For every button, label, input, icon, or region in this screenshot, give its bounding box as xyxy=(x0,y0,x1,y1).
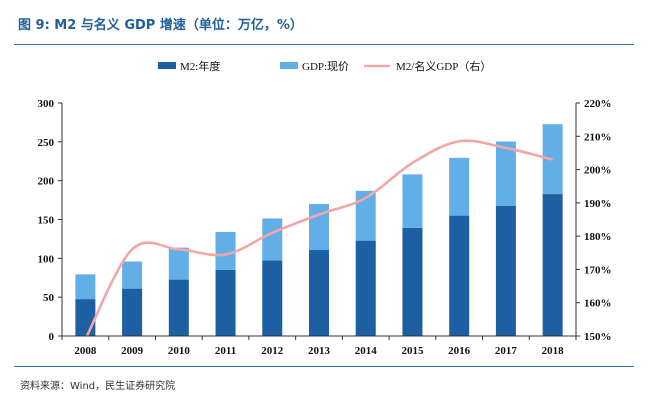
x-tick-label: 2014 xyxy=(355,345,378,357)
bar-gdp-2008 xyxy=(75,274,96,300)
footer-divider xyxy=(14,366,634,367)
legend-label-gdp: GDP:现价 xyxy=(302,60,349,73)
x-tick-label: 2018 xyxy=(542,345,565,357)
bar-m2-2015 xyxy=(402,227,423,336)
bar-m2-2013 xyxy=(309,250,329,336)
x-tick-label: 2008 xyxy=(74,345,97,357)
bar-m2-2018 xyxy=(542,194,563,336)
x-tick-label: 2017 xyxy=(495,345,518,357)
x-tick-label: 2012 xyxy=(261,345,284,357)
bar-m2-2010 xyxy=(168,279,189,336)
y-tick-label: 150 xyxy=(38,215,55,227)
x-tick-label: 2016 xyxy=(448,345,471,357)
series-line-m2-gdp-ratio xyxy=(85,139,553,336)
legend-swatch-gdp xyxy=(280,62,298,69)
y2-tick-label: 180% xyxy=(584,231,612,243)
y-tick-label: 50 xyxy=(43,292,55,304)
bar-m2-2016 xyxy=(449,215,470,336)
y2-tick-label: 160% xyxy=(584,298,612,310)
bar-gdp-2012 xyxy=(262,218,283,261)
y-tick-label: 200 xyxy=(38,176,55,188)
bar-m2-2014 xyxy=(355,240,376,336)
bar-gdp-2010 xyxy=(168,247,189,280)
x-tick-label: 2013 xyxy=(308,345,331,357)
bar-m2-2008 xyxy=(75,299,96,336)
y2-tick-label: 190% xyxy=(584,198,612,210)
bar-gdp-2009 xyxy=(122,261,143,289)
x-tick-label: 2010 xyxy=(168,345,191,357)
bar-gdp-2011 xyxy=(215,231,236,270)
bar-m2-2009 xyxy=(122,288,143,336)
y2-tick-label: 200% xyxy=(584,165,612,177)
y-tick-label: 100 xyxy=(38,253,55,265)
bar-gdp-2015 xyxy=(402,174,423,228)
y-tick-label: 250 xyxy=(38,137,55,149)
y-tick-label: 0 xyxy=(49,331,55,343)
bar-m2-2017 xyxy=(495,205,516,336)
title-divider xyxy=(14,44,634,45)
y2-tick-label: 150% xyxy=(584,331,612,343)
chart-title: 图 9: M2 与名义 GDP 增速（单位：万亿，%） xyxy=(18,18,303,33)
bar-gdp-2014 xyxy=(355,190,376,241)
source-note: 资料来源：Wind，民生证券研究院 xyxy=(20,381,176,392)
y2-tick-label: 220% xyxy=(584,98,612,110)
y-tick-label: 300 xyxy=(38,98,55,110)
bar-gdp-2017 xyxy=(495,141,516,206)
y2-tick-label: 210% xyxy=(584,131,612,143)
legend-label-m2: M2:年度 xyxy=(180,59,220,73)
legend-label-ratio: M2/名义GDP（右） xyxy=(396,59,491,73)
legend-swatch-m2 xyxy=(158,62,176,69)
bar-gdp-2016 xyxy=(449,157,470,216)
x-tick-label: 2009 xyxy=(121,345,144,357)
x-tick-label: 2011 xyxy=(215,345,236,357)
y2-tick-label: 170% xyxy=(584,264,612,276)
bar-m2-2012 xyxy=(262,260,283,336)
x-tick-label: 2015 xyxy=(401,345,424,357)
bar-m2-2011 xyxy=(215,269,236,336)
